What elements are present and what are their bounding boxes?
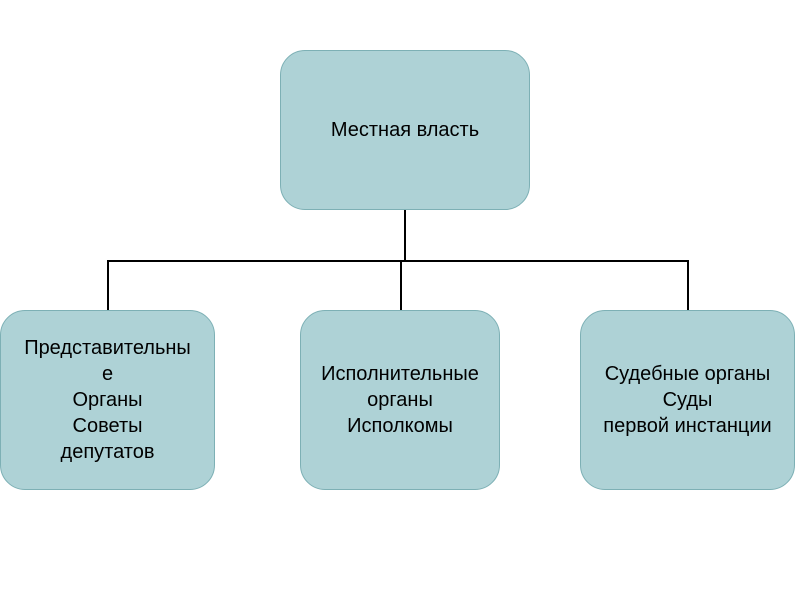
child-node-2: ИсполнительныеорганыИсполкомы: [300, 310, 500, 490]
root-node-label: Местная власть: [331, 117, 479, 143]
org-chart-diagram: Местная власть ПредставительныеОрганыСов…: [0, 0, 800, 600]
connector-segment-4: [687, 260, 689, 310]
child-node-3-label: Судебные органыСудыпервой инстанции: [603, 361, 771, 439]
connector-segment-0: [404, 210, 406, 260]
connector-segment-3: [400, 260, 402, 310]
child-node-1: ПредставительныеОрганыСоветыдепутатов: [0, 310, 215, 490]
connector-segment-1: [107, 260, 687, 262]
child-node-1-label: ПредставительныеОрганыСоветыдепутатов: [24, 335, 191, 465]
connector-segment-2: [107, 260, 109, 310]
child-node-3: Судебные органыСудыпервой инстанции: [580, 310, 795, 490]
root-node: Местная власть: [280, 50, 530, 210]
child-node-2-label: ИсполнительныеорганыИсполкомы: [321, 361, 479, 439]
